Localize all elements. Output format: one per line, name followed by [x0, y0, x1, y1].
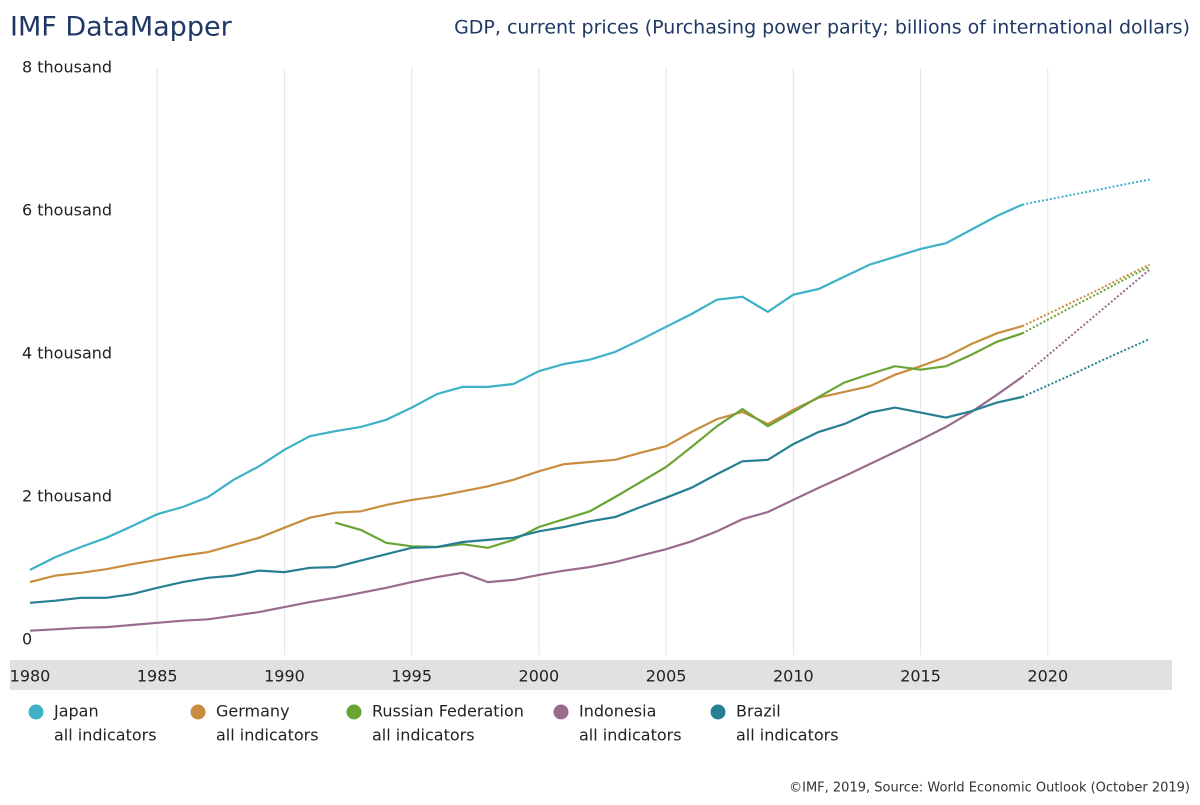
legend-label: Russian Federation — [372, 702, 524, 721]
x-tick-label: 1980 — [10, 667, 51, 686]
legend-label: Japan — [53, 702, 99, 721]
chart-title: GDP, current prices (Purchasing power pa… — [454, 17, 1190, 39]
series-line — [29, 325, 1023, 584]
legend-marker — [346, 704, 362, 720]
footer: ©IMF, 2019, Source: World Economic Outlo… — [789, 781, 1190, 796]
legend-marker — [710, 704, 726, 720]
x-tick-label: 2005 — [646, 667, 687, 686]
series-line — [29, 376, 1023, 632]
x-tick-label: 1995 — [391, 667, 432, 686]
forecast-line — [1021, 263, 1151, 328]
series-line — [29, 395, 1023, 604]
y-tick-label: 8 thousand — [22, 58, 112, 77]
forecast-line — [1021, 338, 1151, 398]
legend-subtitle: all indicators — [579, 726, 682, 745]
legend-subtitle: all indicators — [372, 726, 475, 745]
legend-subtitle: all indicators — [736, 726, 839, 745]
y-tick-label: 4 thousand — [22, 344, 112, 363]
legend-subtitle: all indicators — [216, 726, 319, 745]
legend-subtitle: all indicators — [54, 726, 157, 745]
x-tick-label: 2000 — [519, 667, 560, 686]
x-tick-label: 1990 — [264, 667, 305, 686]
x-tick-label: 2015 — [900, 667, 941, 686]
x-tick-label: 1985 — [137, 667, 178, 686]
legend-marker — [190, 704, 206, 720]
legend-label: Germany — [216, 702, 290, 721]
legend-label: Brazil — [736, 702, 781, 721]
legend-marker — [553, 704, 569, 720]
legend-marker — [28, 704, 44, 720]
forecast-line — [1022, 178, 1150, 206]
x-tick-label: 2010 — [773, 667, 814, 686]
y-tick-label: 2 thousand — [22, 487, 112, 506]
x-tick-label: 2020 — [1027, 667, 1068, 686]
legend-label: Indonesia — [579, 702, 656, 721]
y-tick-label: 6 thousand — [22, 201, 112, 220]
series-line — [29, 203, 1023, 571]
y-tick-label: 0 — [22, 630, 32, 649]
brand: IMF DataMapper — [10, 12, 233, 43]
x-axis-band — [10, 660, 1172, 690]
forecast-line — [1021, 265, 1151, 335]
